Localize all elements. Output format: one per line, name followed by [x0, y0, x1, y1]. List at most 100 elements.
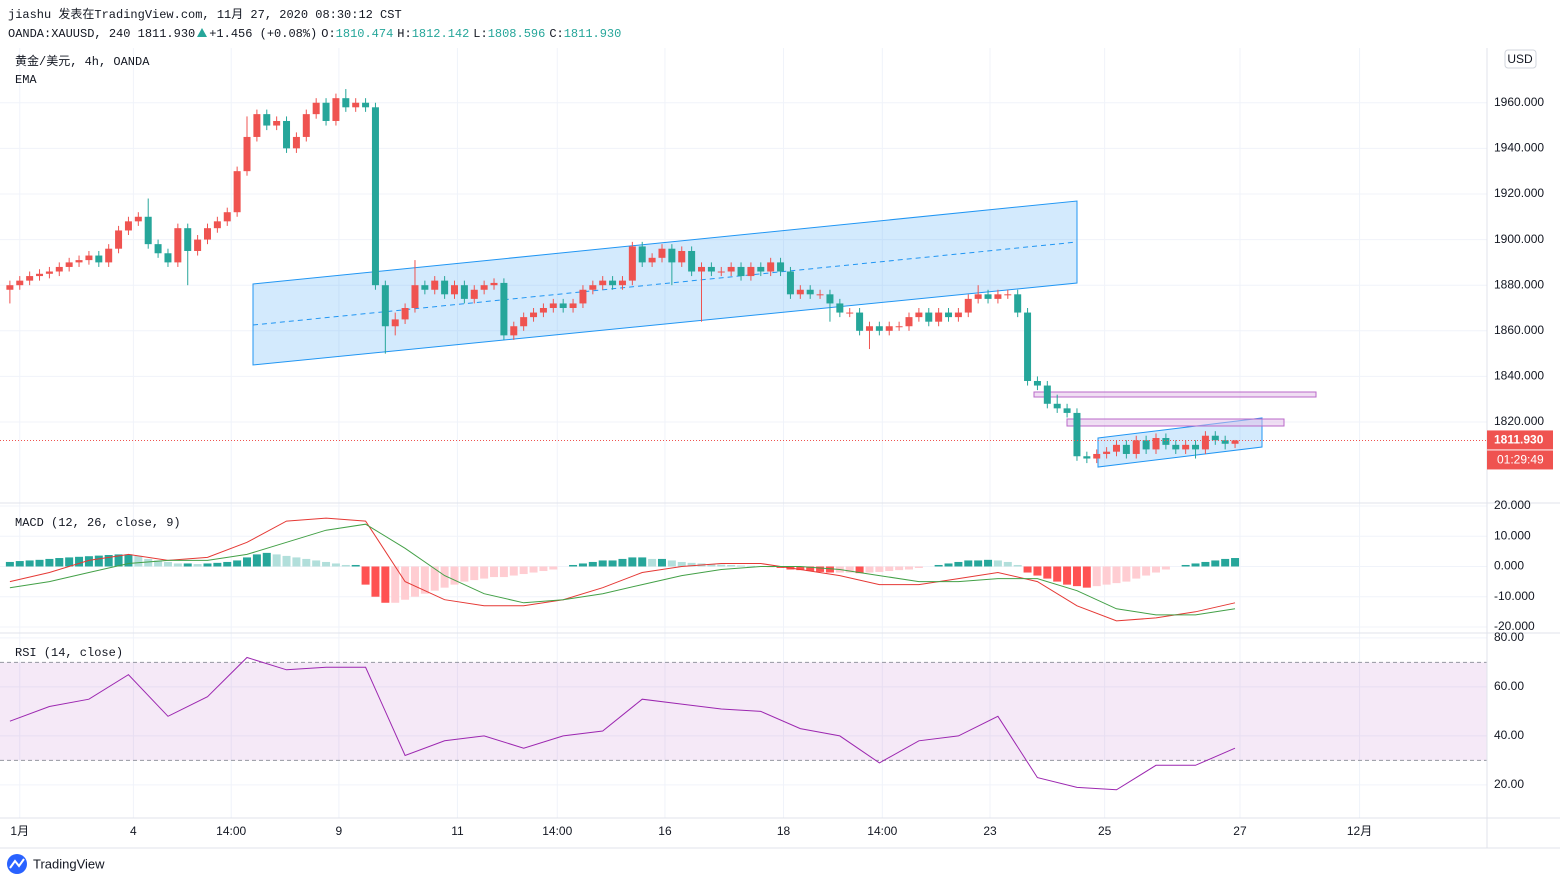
- histogram-bar: [895, 566, 904, 571]
- histogram-bar: [25, 560, 34, 567]
- currency[interactable]: USD: [1507, 52, 1533, 66]
- histogram-bar: [638, 557, 647, 567]
- candle-body: [826, 294, 834, 304]
- x-tick-label: 4: [130, 824, 137, 838]
- candle-body: [707, 266, 715, 272]
- candle-body: [36, 273, 44, 277]
- candle-body: [925, 312, 933, 322]
- header: jiashu 发表在TradingView.com, 11月 27, 2020 …: [8, 5, 621, 41]
- x-tick-label: 23: [983, 824, 997, 838]
- candle-body: [500, 282, 508, 336]
- symbol-legend: 黄金/美元, 4h, OANDA: [15, 53, 150, 69]
- ohlc-label: O:: [321, 27, 336, 41]
- band-fill: [0, 662, 1487, 761]
- histogram-bar: [35, 559, 44, 567]
- candle-body: [1043, 385, 1051, 404]
- candle-body: [490, 282, 498, 286]
- candle-body: [124, 221, 132, 231]
- candle-body: [1142, 440, 1150, 450]
- candle-body: [174, 228, 182, 263]
- candle-body: [75, 260, 83, 263]
- candle-body: [589, 285, 597, 290]
- series-line: [9, 517, 1236, 622]
- currency-box[interactable]: [1504, 49, 1537, 69]
- histogram-bar: [1142, 566, 1151, 576]
- histogram-bar: [341, 564, 350, 567]
- candle-body: [213, 221, 221, 229]
- candle-body: [865, 326, 873, 331]
- histogram-bar: [796, 566, 805, 571]
- histogram-bar: [193, 564, 202, 567]
- candle-body: [569, 303, 577, 308]
- x-tick-label: 25: [1098, 824, 1112, 838]
- candle-body: [954, 312, 962, 318]
- candle-body: [668, 248, 676, 263]
- histogram-bar: [776, 566, 785, 568]
- histogram-bar: [964, 560, 973, 567]
- histogram-bar: [223, 561, 232, 567]
- candle-body: [1152, 438, 1160, 450]
- candle-body: [618, 280, 626, 286]
- y-tick-label: 20.000: [1494, 498, 1531, 512]
- candle-body: [283, 120, 291, 149]
- candle-body: [1093, 453, 1101, 459]
- candle-body: [144, 216, 152, 245]
- x-tick-label: 14:00: [867, 824, 897, 838]
- candle-body: [579, 289, 587, 304]
- histogram-bar: [1063, 566, 1072, 585]
- y-tick-label: 1880.000: [1494, 277, 1544, 291]
- candle-body: [203, 228, 211, 240]
- x-tick-label: 9: [336, 824, 343, 838]
- candle-body: [1103, 451, 1111, 454]
- candle-body: [648, 257, 656, 263]
- candle-body: [401, 308, 409, 320]
- candle-body: [312, 102, 320, 115]
- series-line: [9, 523, 1236, 616]
- histogram-bar: [480, 566, 489, 579]
- candle-body: [816, 294, 824, 296]
- candle-body: [757, 266, 765, 272]
- candle-body: [65, 262, 73, 267]
- histogram-bar: [746, 565, 755, 567]
- countdown: 01:29:49: [1497, 453, 1544, 467]
- histogram-bar: [1082, 566, 1091, 588]
- candle-body: [658, 248, 666, 258]
- candle-body: [362, 102, 370, 108]
- candle-body: [609, 280, 617, 286]
- brand: TradingView: [33, 856, 105, 871]
- candle-body: [727, 266, 735, 272]
- candle-body: [1122, 444, 1130, 454]
- candle-body: [905, 317, 913, 327]
- candle-body: [194, 239, 202, 251]
- histogram-bar: [865, 566, 874, 573]
- candle-body: [105, 248, 113, 263]
- histogram-bar: [1023, 566, 1032, 573]
- candle-body: [1112, 444, 1120, 452]
- last-price-label: 1811.930: [1494, 433, 1544, 447]
- y-tick-label: 1820.000: [1494, 414, 1544, 428]
- symbol-line: OANDA:XAUUSD, 240 1811.930 +1.456 (+0.08%…: [8, 27, 621, 41]
- histogram-bar: [1092, 566, 1101, 587]
- candle-body: [984, 294, 992, 299]
- candle-body: [411, 285, 419, 308]
- x-tick-label: 16: [658, 824, 672, 838]
- x-tick-label: 1月: [10, 824, 29, 838]
- ohlc-label: C:: [549, 27, 564, 41]
- candle-body: [1231, 440, 1239, 444]
- candle-body: [342, 98, 350, 108]
- histogram-bar: [420, 566, 429, 594]
- y-tick-label: 60.00: [1494, 679, 1524, 693]
- candle-body: [450, 285, 458, 295]
- candle-body: [786, 271, 794, 295]
- logo: [7, 854, 27, 874]
- histogram-bar: [845, 566, 854, 573]
- histogram-bar: [1033, 566, 1042, 576]
- histogram-bar: [608, 560, 617, 567]
- histogram-bar: [381, 566, 390, 603]
- histogram-bar: [351, 564, 360, 567]
- candle-body: [381, 285, 389, 327]
- histogram-bar: [154, 560, 163, 567]
- candle-body: [1211, 435, 1219, 441]
- y-tick-label: 1860.000: [1494, 323, 1544, 337]
